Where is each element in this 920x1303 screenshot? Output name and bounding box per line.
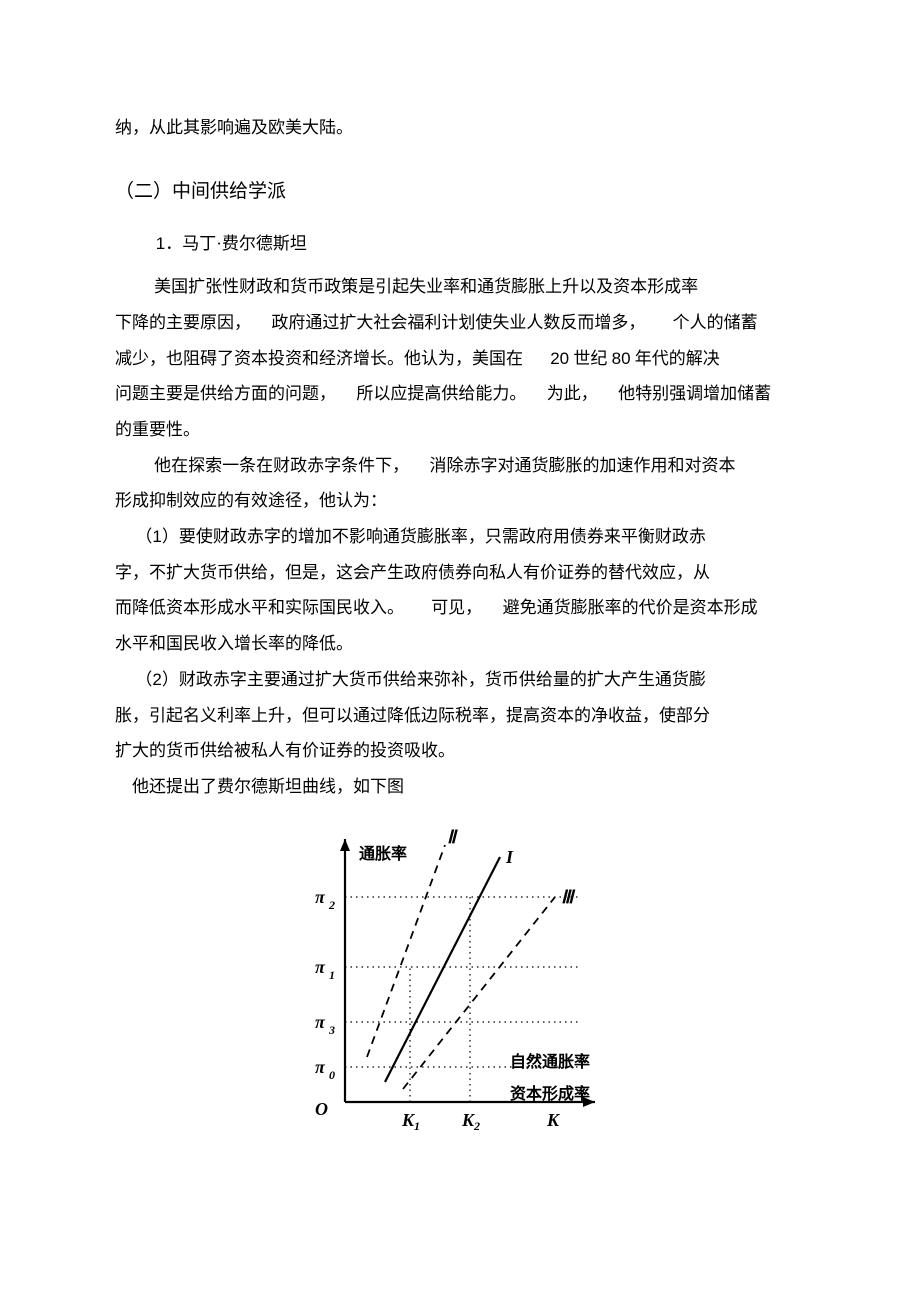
- svg-text:2: 2: [473, 1119, 480, 1133]
- heading-section: （二）中间供给学派: [115, 172, 805, 212]
- svg-text:π: π: [315, 887, 326, 907]
- text: 可见，: [431, 598, 482, 617]
- svg-text:O: O: [315, 1099, 328, 1119]
- paragraph: 他在探索一条在财政赤字条件下， 消除赤字对通货膨胀的加速作用和对资本: [115, 448, 805, 484]
- document-page: 纳，从此其影响遍及欧美大陆。 （二）中间供给学派 1．马丁·费尔德斯坦 美国扩张…: [0, 0, 920, 1249]
- svg-text:1: 1: [329, 968, 335, 982]
- text: 问题主要是供给方面的问题，: [115, 384, 336, 403]
- paragraph: 水平和国民收入增长率的降低。: [115, 626, 805, 662]
- svg-text:Ⅲ: Ⅲ: [561, 887, 576, 907]
- paragraph: 形成抑制效应的有效途径，他认为：: [115, 483, 805, 519]
- text: 避免通货膨胀率的代价是资本形成: [503, 598, 758, 617]
- svg-text:Ⅱ: Ⅱ: [447, 827, 458, 847]
- text: 减少，也阻碍了资本投资和经济增长。他认为，美国在: [115, 349, 523, 368]
- text: 而降低资本形成水平和实际国民收入。: [115, 598, 404, 617]
- text: 个人的储蓄: [673, 313, 758, 332]
- paragraph: 美国扩张性财政和货币政策是引起失业率和通货膨胀上升以及资本形成率: [115, 269, 805, 305]
- svg-text:K: K: [546, 1110, 561, 1130]
- list-item: （1）要使财政赤字的增加不影响通货膨胀率，只需政府用债券来平衡财政赤: [115, 519, 805, 555]
- text: 下降的主要原因，: [115, 313, 251, 332]
- svg-text:0: 0: [329, 1068, 335, 1082]
- list-item: （2）财政赤字主要通过扩大货币供给来弥补，货币供给量的扩大产生通货膨: [115, 662, 805, 698]
- paragraph: 字，不扩大货币供给，但是，这会产生政府债券向私人有价证券的替代效应，从: [115, 555, 805, 591]
- svg-text:3: 3: [328, 1023, 335, 1037]
- paragraph: 胀，引起名义利率上升，但可以通过降低边际税率，提高资本的净收益，使部分: [115, 698, 805, 734]
- number: 80: [612, 349, 631, 368]
- list-number: （2）: [135, 670, 178, 689]
- text: 财政赤字主要通过扩大货币供给来弥补，货币供给量的扩大产生通货膨: [179, 670, 706, 689]
- paragraph: 的重要性。: [115, 412, 805, 448]
- svg-text:1: 1: [414, 1119, 420, 1133]
- svg-text:2: 2: [328, 898, 335, 912]
- text: 消除赤字对通货膨胀的加速作用和对资本: [429, 456, 735, 475]
- svg-text:π: π: [315, 957, 326, 977]
- text: 他特别强调增加储蓄: [618, 384, 771, 403]
- svg-text:通胀率: 通胀率: [359, 844, 407, 863]
- number: 20: [550, 349, 569, 368]
- text: 他在探索一条在财政赤字条件下，: [154, 456, 409, 475]
- svg-text:I: I: [505, 847, 514, 867]
- paragraph-continuation: 纳，从此其影响遍及欧美大陆。: [115, 110, 805, 146]
- text: 所以应提高供给能力。: [356, 384, 526, 403]
- heading-text: 马丁·费尔德斯坦: [182, 234, 307, 253]
- svg-text:π: π: [315, 1057, 326, 1077]
- paragraph: 扩大的货币供给被私人有价证券的投资吸收。: [115, 733, 805, 769]
- svg-text:π: π: [315, 1012, 326, 1032]
- feldstein-chart: 通胀率ⅡIⅢπ2π1π3π0OK1K2K自然通胀率资本形成率: [115, 827, 805, 1170]
- text: 要使财政赤字的增加不影响通货膨胀率，只需政府用债券来平衡财政赤: [179, 527, 706, 546]
- text: 政府通过扩大社会福利计划使失业人数反而增多，: [271, 313, 645, 332]
- svg-text:自然通胀率: 自然通胀率: [510, 1052, 590, 1071]
- paragraph: 问题主要是供给方面的问题， 所以应提高供给能力。 为此， 他特别强调增加储蓄: [115, 376, 805, 412]
- list-number: （1）: [135, 527, 178, 546]
- paragraph: 而降低资本形成水平和实际国民收入。 可见， 避免通货膨胀率的代价是资本形成: [115, 590, 805, 626]
- heading-subsection: 1．马丁·费尔德斯坦: [115, 226, 805, 262]
- chart-svg: 通胀率ⅡIⅢπ2π1π3π0OK1K2K自然通胀率资本形成率: [285, 827, 635, 1157]
- heading-number: 1．: [156, 234, 182, 253]
- text: 为此，: [547, 384, 598, 403]
- text: 年代的解决: [635, 349, 720, 368]
- paragraph: 减少，也阻碍了资本投资和经济增长。他认为，美国在 20 世纪 80 年代的解决: [115, 341, 805, 377]
- paragraph: 下降的主要原因， 政府通过扩大社会福利计划使失业人数反而增多， 个人的储蓄: [115, 305, 805, 341]
- text: 世纪: [573, 349, 607, 368]
- paragraph: 他还提出了费尔德斯坦曲线，如下图: [115, 769, 805, 805]
- svg-text:资本形成率: 资本形成率: [510, 1084, 590, 1103]
